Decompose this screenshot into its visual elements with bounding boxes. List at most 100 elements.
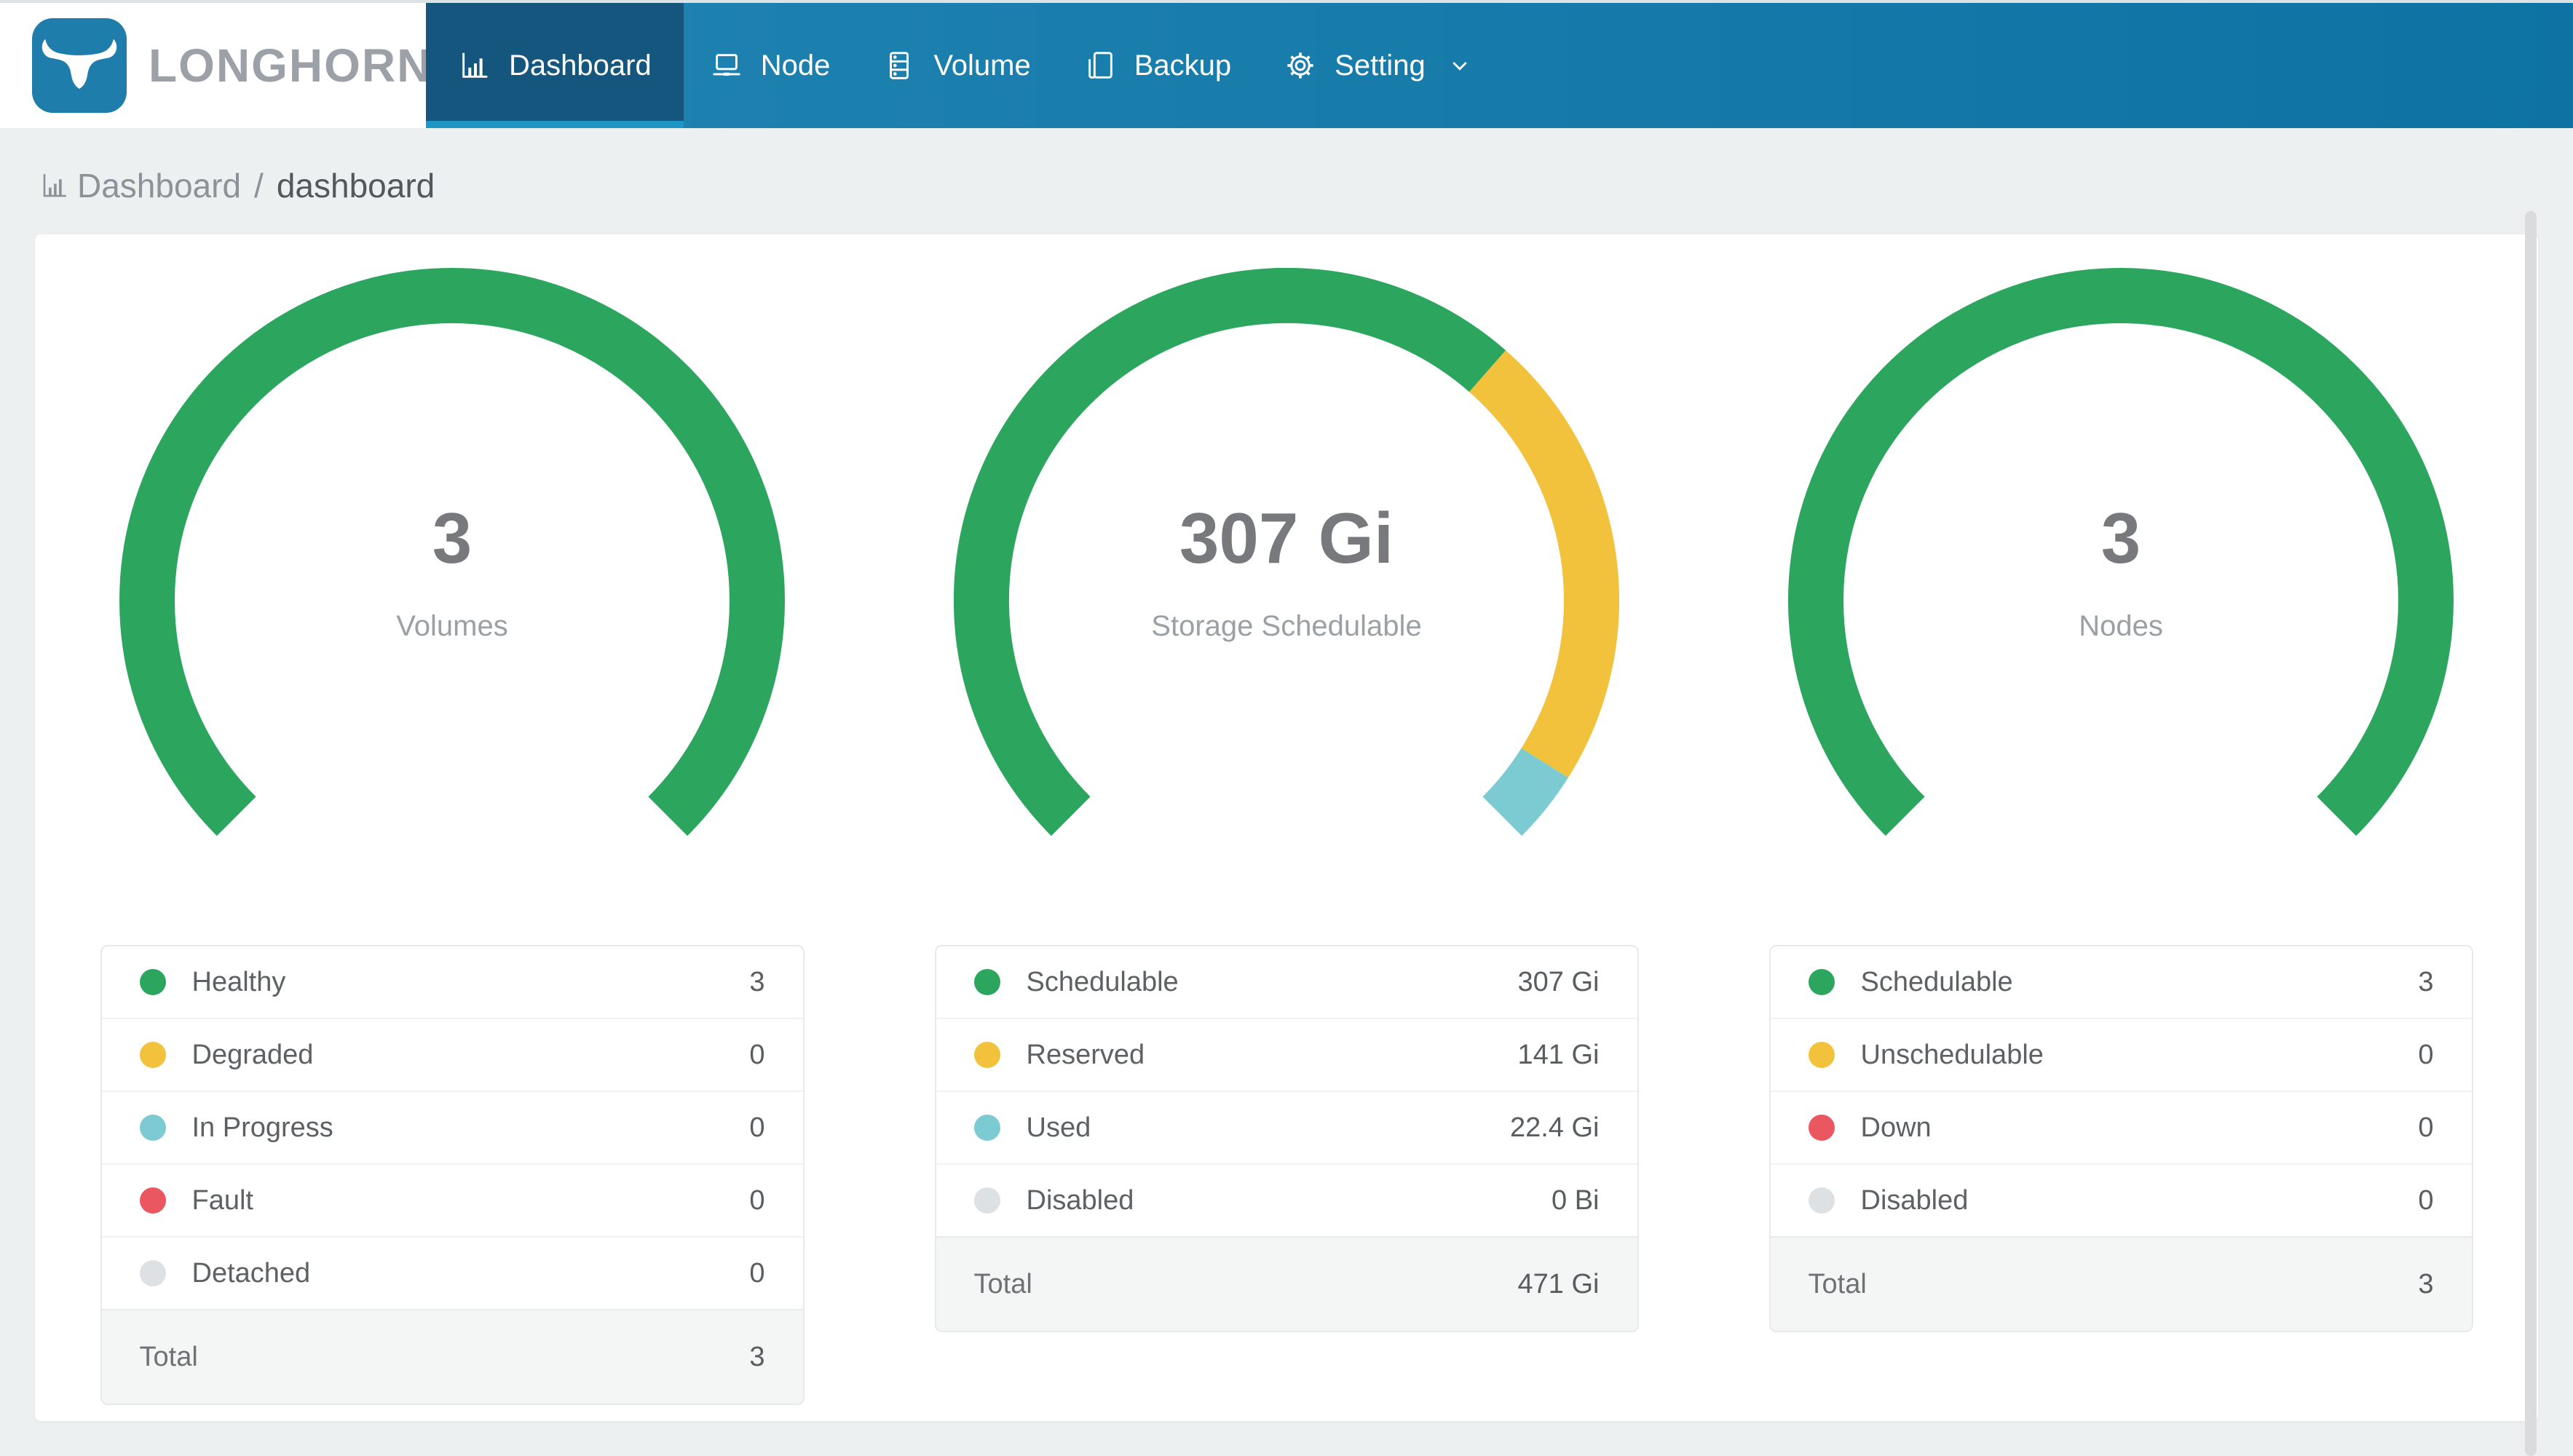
breadcrumb-section[interactable]: Dashboard xyxy=(77,167,242,205)
status-value: 0 xyxy=(749,1112,765,1143)
legend-row-fault: Fault 0 xyxy=(101,1165,803,1238)
bull-logo-icon xyxy=(32,18,127,113)
bar-chart-icon xyxy=(39,170,77,201)
status-value: 3 xyxy=(2418,966,2434,997)
app-title: LONGHORN xyxy=(149,39,432,92)
status-dot xyxy=(1808,1042,1835,1068)
status-value: 0 xyxy=(2418,1039,2434,1070)
legend-rows: Healthy 3 Degraded 0 In Progress 0 Fault 0 Detac… xyxy=(101,946,803,1309)
status-label: In Progress xyxy=(191,1112,333,1143)
legend-row-reserved: Reserved 141 Gi xyxy=(936,1019,1637,1092)
status-label: Fault xyxy=(191,1184,253,1216)
status-dot xyxy=(1808,969,1835,995)
status-label: Schedulable xyxy=(1860,966,2013,997)
legend-row-disabled: Disabled 0 Bi xyxy=(936,1165,1637,1236)
dashboard-card: 3 Volumes Healthy 3 Degraded 0 In Progress 0 Fau… xyxy=(35,234,2538,1421)
status-label: Unschedulable xyxy=(1860,1039,2044,1070)
status-label: Down xyxy=(1860,1112,1932,1143)
status-dot xyxy=(139,969,166,995)
gauge-segment-used xyxy=(1482,748,1568,836)
gauge-segment-healthy xyxy=(119,268,785,836)
status-dot xyxy=(1808,1115,1835,1141)
chevron-down-icon xyxy=(1443,52,1474,79)
total-value: 3 xyxy=(2418,1268,2434,1299)
status-label: Schedulable xyxy=(1026,966,1179,997)
legend-row-used: Used 22.4 Gi xyxy=(936,1092,1637,1165)
status-dot xyxy=(139,1260,166,1286)
total-label: Total xyxy=(973,1268,1032,1299)
gauge-panel-2: 3 Nodes Schedulable 3 Unschedulable 0 Down 0 Dis… xyxy=(1704,268,2538,1421)
breadcrumb-current-page: dashboard xyxy=(276,167,435,205)
status-label: Reserved xyxy=(1026,1039,1145,1070)
total-label: Total xyxy=(139,1341,198,1372)
nav-item-node[interactable]: Node xyxy=(684,3,857,128)
status-dot xyxy=(973,1115,1000,1141)
nav-item-setting[interactable]: Setting xyxy=(1257,3,1500,128)
status-value: 0 xyxy=(749,1257,765,1289)
status-value: 307 Gi xyxy=(1517,966,1600,997)
status-dot xyxy=(973,1187,1000,1214)
status-legend-table: Healthy 3 Degraded 0 In Progress 0 Fault 0 Detac… xyxy=(100,945,805,1405)
status-dot xyxy=(139,1115,166,1141)
total-row: Total 3 xyxy=(1770,1236,2472,1331)
total-row: Total 3 xyxy=(101,1309,803,1404)
status-value: 0 xyxy=(749,1184,765,1216)
status-legend-table: Schedulable 3 Unschedulable 0 Down 0 Disabled 0… xyxy=(1768,945,2473,1332)
legend-row-in-progress: In Progress 0 xyxy=(101,1092,803,1165)
gauge-panel-1: 307 Gi Storage Schedulable Schedulable 307 … xyxy=(869,268,1704,1421)
status-value: 141 Gi xyxy=(1517,1039,1600,1070)
legend-row-detached: Detached 0 xyxy=(102,1238,803,1309)
top-navigation-bar: LONGHORN Dashboard Node Volume Backup Settin… xyxy=(0,0,2573,128)
status-dot xyxy=(973,969,1000,995)
gauge-chart: 3 Nodes xyxy=(1788,268,2454,933)
page-content: 3 Volumes Healthy 3 Degraded 0 In Progress 0 Fau… xyxy=(0,234,2573,1421)
legend-rows: Schedulable 3 Unschedulable 0 Down 0 Disabled 0 xyxy=(1770,946,2472,1236)
gear-icon xyxy=(1284,49,1317,82)
nav-item-label: Backup xyxy=(1134,49,1232,82)
status-legend-table: Schedulable 307 Gi Reserved 141 Gi Used 22.4 … xyxy=(934,945,1639,1332)
status-value: 22.4 Gi xyxy=(1509,1112,1600,1143)
status-dot xyxy=(1808,1187,1835,1214)
server-icon xyxy=(882,49,916,82)
gauge-segment-reserved xyxy=(1469,350,1619,778)
nav-item-label: Node xyxy=(760,49,831,82)
nav-item-backup[interactable]: Backup xyxy=(1057,3,1257,128)
gauge-segment-schedulable xyxy=(954,268,1506,836)
app-logo[interactable]: LONGHORN xyxy=(0,3,430,128)
status-dot xyxy=(973,1042,1000,1068)
nav-item-label: Setting xyxy=(1335,49,1426,82)
legend-row-healthy: Healthy 3 xyxy=(101,946,803,1019)
nav-menu: Dashboard Node Volume Backup Setting xyxy=(426,3,1500,128)
total-value: 471 Gi xyxy=(1517,1268,1600,1299)
legend-row-degraded: Degraded 0 xyxy=(101,1019,803,1092)
status-label: Detached xyxy=(191,1257,311,1289)
status-value: 0 xyxy=(2418,1112,2434,1143)
status-value: 0 xyxy=(749,1039,765,1070)
status-label: Degraded xyxy=(191,1039,314,1070)
status-label: Disabled xyxy=(1026,1184,1134,1216)
gauge-chart: 3 Volumes xyxy=(119,268,785,933)
legend-row-down: Down 0 xyxy=(1770,1092,2472,1165)
status-value: 3 xyxy=(749,966,765,997)
legend-row-schedulable: Schedulable 307 Gi xyxy=(936,946,1637,1019)
bar-chart-icon xyxy=(458,49,491,82)
status-value: 0 Bi xyxy=(1552,1184,1600,1216)
status-label: Healthy xyxy=(191,966,286,997)
legend-rows: Schedulable 307 Gi Reserved 141 Gi Used 22.4 … xyxy=(936,946,1637,1236)
status-dot xyxy=(139,1042,166,1068)
vertical-scrollbar-thumb[interactable] xyxy=(2525,211,2537,1456)
gauge-segment-schedulable xyxy=(1788,268,2454,836)
nav-item-label: Volume xyxy=(933,49,1031,82)
gauge-chart: 307 Gi Storage Schedulable xyxy=(954,268,1619,933)
status-dot xyxy=(139,1187,166,1214)
breadcrumb-separator: / xyxy=(254,167,264,205)
legend-row-unschedulable: Unschedulable 0 xyxy=(1770,1019,2472,1092)
total-row: Total 471 Gi xyxy=(936,1236,1637,1331)
breadcrumb: Dashboard / dashboard xyxy=(0,128,2573,205)
nav-item-dashboard[interactable]: Dashboard xyxy=(426,3,684,128)
copy-icon xyxy=(1083,49,1117,82)
status-label: Used xyxy=(1026,1112,1091,1143)
total-label: Total xyxy=(1808,1268,1867,1299)
legend-row-disabled: Disabled 0 xyxy=(1771,1165,2472,1236)
nav-item-volume[interactable]: Volume xyxy=(856,3,1056,128)
